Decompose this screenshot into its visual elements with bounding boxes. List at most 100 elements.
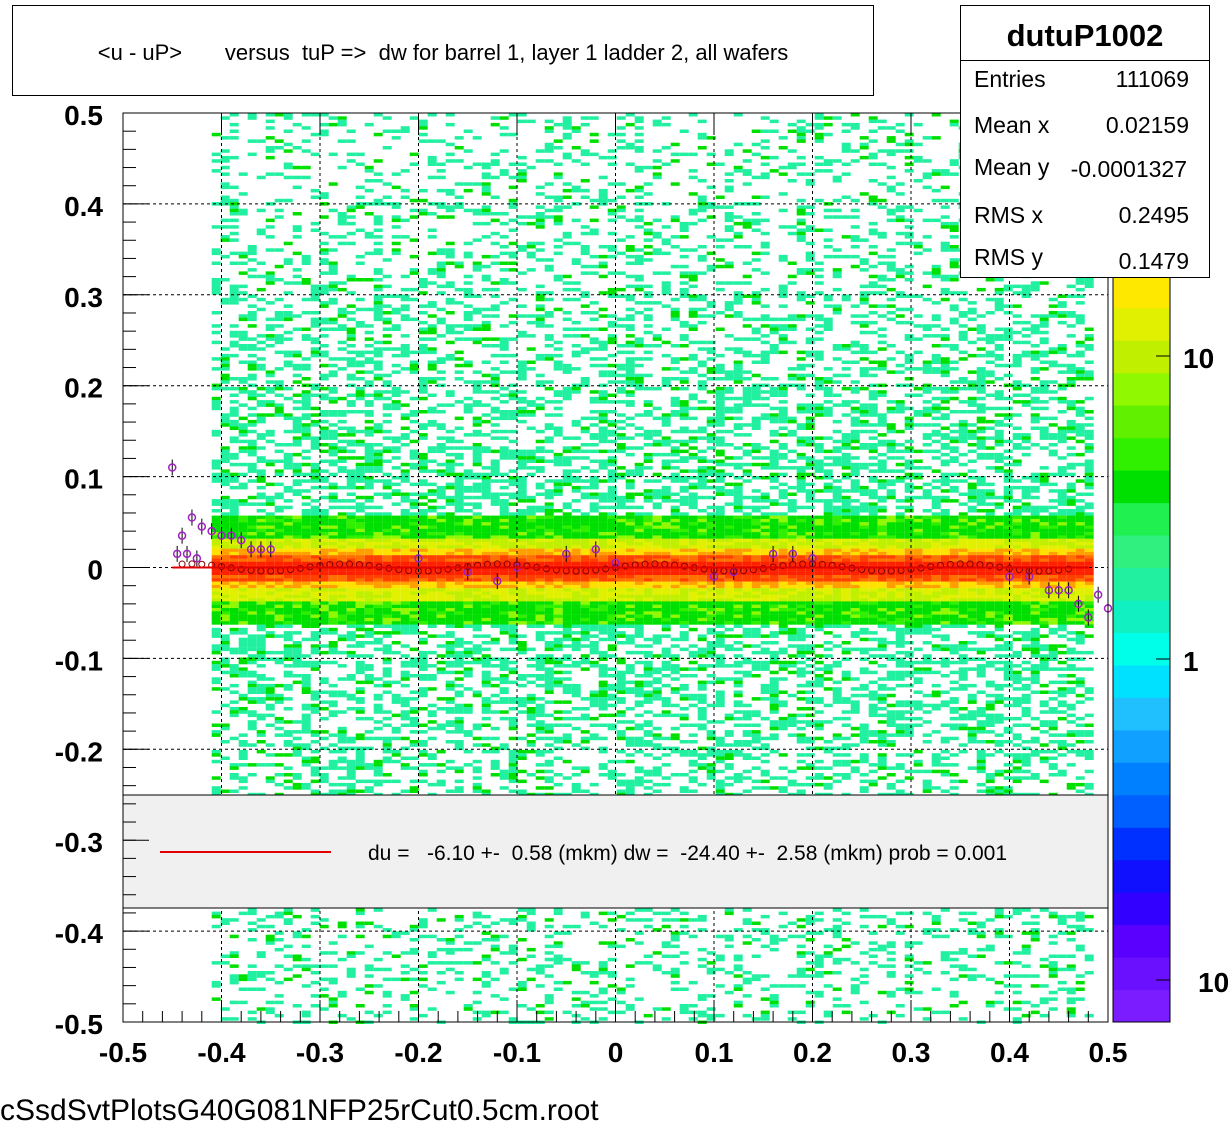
heatmap-cell <box>229 578 239 582</box>
heatmap-cell <box>292 657 302 661</box>
heatmap-cell <box>553 208 563 213</box>
heatmap-cell <box>229 789 239 793</box>
heatmap-cell <box>418 377 428 381</box>
heatmap-cell <box>508 575 518 579</box>
heatmap-cell <box>463 304 473 308</box>
heatmap-cell <box>364 337 374 341</box>
heatmap-cell <box>454 136 464 140</box>
heatmap-cell <box>562 502 572 506</box>
heatmap-cell <box>508 961 518 965</box>
heatmap-cell <box>508 198 518 203</box>
heatmap-cell <box>373 545 383 549</box>
heatmap-cell <box>589 228 599 232</box>
heatmap-cell <box>427 591 437 595</box>
heatmap-cell <box>310 324 320 328</box>
heatmap-cell <box>589 231 599 236</box>
heatmap-cell <box>508 578 518 582</box>
heatmap-cell <box>328 327 338 331</box>
heatmap-cell <box>292 251 302 256</box>
heatmap-cell <box>256 363 266 368</box>
heatmap-cell <box>337 347 347 351</box>
heatmap-cell <box>562 931 572 935</box>
heatmap-cell <box>427 489 437 493</box>
heatmap-cell <box>256 274 266 279</box>
heatmap-cell <box>418 462 428 467</box>
heatmap-cell <box>382 429 392 434</box>
heatmap-cell <box>382 683 392 688</box>
heatmap-cell <box>571 624 581 628</box>
heatmap-cell <box>382 591 392 595</box>
heatmap-cell <box>265 502 275 506</box>
heatmap-cell <box>463 495 473 500</box>
heatmap-cell <box>274 522 284 526</box>
heatmap-cell <box>589 416 599 421</box>
heatmap-cell <box>436 726 446 731</box>
heatmap-cell <box>283 743 293 747</box>
heatmap-cell <box>562 601 572 605</box>
heatmap-cell <box>571 129 581 133</box>
heatmap-cell <box>292 730 302 734</box>
heatmap-cell <box>562 152 572 157</box>
heatmap-cell <box>328 320 338 325</box>
heatmap-cell <box>319 690 329 694</box>
heatmap-cell <box>571 693 581 698</box>
heatmap-cell <box>310 779 320 784</box>
heatmap-cell <box>373 641 383 645</box>
heatmap-cell <box>292 782 302 787</box>
heatmap-cell <box>490 466 500 470</box>
heatmap-cell <box>472 782 482 787</box>
heatmap-cell <box>220 723 230 727</box>
heatmap-cell <box>265 551 275 556</box>
heatmap-cell <box>220 918 230 922</box>
heatmap-cell <box>373 924 383 929</box>
heatmap-cell <box>265 624 275 628</box>
heatmap-cell <box>472 515 482 520</box>
heatmap-cell <box>301 416 311 421</box>
heatmap-cell <box>571 588 581 592</box>
heatmap-cell <box>400 598 410 602</box>
heatmap-cell <box>265 571 275 576</box>
heatmap-cell <box>544 736 554 741</box>
heatmap-cell <box>373 551 383 556</box>
heatmap-cell <box>391 627 401 632</box>
heatmap-cell <box>580 631 590 635</box>
heatmap-cell <box>400 334 410 338</box>
heatmap-cell <box>400 344 410 348</box>
heatmap-cell <box>328 538 338 543</box>
heatmap-cell <box>292 400 302 404</box>
heatmap-cell <box>526 568 536 572</box>
heatmap-cell <box>499 617 509 622</box>
heatmap-cell <box>517 918 527 922</box>
heatmap-cell <box>436 274 446 279</box>
heatmap-cell <box>544 459 554 463</box>
heatmap-cell <box>418 614 428 619</box>
heatmap-cell <box>409 730 419 734</box>
heatmap-cell <box>265 687 275 691</box>
heatmap-cell <box>283 571 293 576</box>
heatmap-cell <box>355 502 365 506</box>
heatmap-cell <box>472 786 482 790</box>
heatmap-cell <box>418 337 428 341</box>
heatmap-cell <box>472 456 482 460</box>
heatmap-cell <box>373 558 383 562</box>
heatmap-cell <box>562 551 572 556</box>
heatmap-cell <box>499 169 509 173</box>
heatmap-cell <box>436 522 446 526</box>
heatmap-cell <box>319 538 329 543</box>
heatmap-cell <box>247 977 257 982</box>
heatmap-cell <box>436 551 446 556</box>
heatmap-cell <box>589 340 599 345</box>
heatmap-cell <box>373 443 383 447</box>
heatmap-cell <box>454 710 464 714</box>
heatmap-cell <box>211 383 221 388</box>
heatmap-cell <box>580 1004 590 1008</box>
heatmap-cell <box>445 710 455 714</box>
heatmap-cell <box>265 650 275 655</box>
heatmap-cell <box>229 1017 239 1021</box>
heatmap-cell <box>229 436 239 440</box>
heatmap-cell <box>463 591 473 595</box>
heatmap-cell <box>562 578 572 582</box>
heatmap-cell <box>265 532 275 536</box>
heatmap-cell <box>382 525 392 529</box>
heatmap-cell <box>292 146 302 150</box>
